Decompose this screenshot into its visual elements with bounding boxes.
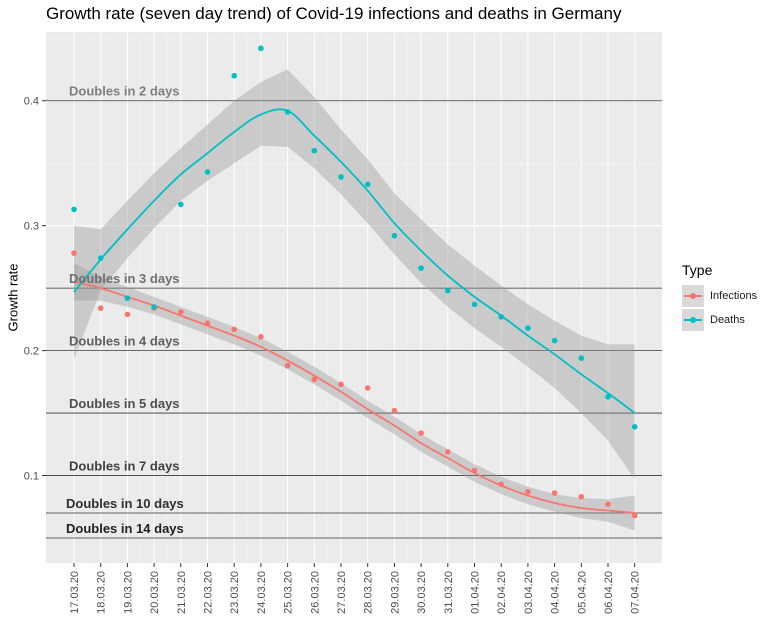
data-point-infections xyxy=(391,407,398,414)
data-point-infections xyxy=(418,430,424,436)
x-tick-label: 20.03.20 xyxy=(149,571,161,614)
data-point-deaths xyxy=(471,301,478,308)
y-tick-label: 0.4 xyxy=(24,96,39,108)
legend: Type Infections Deaths xyxy=(682,262,757,332)
data-point-deaths xyxy=(578,355,585,361)
x-tick-label: 31.03.20 xyxy=(443,571,455,614)
x-tick-label: 03.04.20 xyxy=(523,571,535,614)
x-tick-label: 26.03.20 xyxy=(309,571,321,614)
confidence-band-infections xyxy=(74,263,635,531)
x-tick-label: 28.03.20 xyxy=(363,571,375,614)
data-point-deaths xyxy=(178,201,184,208)
data-point-deaths xyxy=(284,109,291,115)
y-tick-label: 0.1 xyxy=(24,471,39,483)
x-tick-label: 30.03.20 xyxy=(416,571,428,614)
data-point-deaths xyxy=(258,45,264,52)
legend-dot-infections xyxy=(690,293,696,299)
x-tick-label: 06.04.20 xyxy=(603,571,615,614)
data-point-infections xyxy=(204,320,211,326)
trend-line-infections xyxy=(73,281,635,514)
legend-item-infections: Infections xyxy=(682,284,757,308)
data-point-deaths xyxy=(364,181,371,188)
data-point-deaths xyxy=(391,232,398,239)
data-point-infections xyxy=(311,376,318,383)
data-point-deaths xyxy=(151,304,157,310)
reference-line-label: Doubles in 3 days xyxy=(69,271,180,286)
x-tick-label: 05.04.20 xyxy=(576,571,588,614)
data-point-deaths xyxy=(204,169,211,175)
x-tick-label: 02.04.20 xyxy=(496,571,508,614)
x-tick-label: 07.04.20 xyxy=(630,571,642,614)
data-point-infections xyxy=(551,490,558,496)
data-point-infections xyxy=(97,305,104,311)
data-point-deaths xyxy=(605,394,611,400)
confidence-band-deaths xyxy=(74,69,635,480)
data-point-infections xyxy=(71,250,77,256)
data-point-infections xyxy=(471,467,478,474)
data-point-infections xyxy=(231,326,237,333)
data-point-infections xyxy=(178,309,184,315)
legend-label-infections: Infections xyxy=(710,290,758,302)
data-point-infections xyxy=(258,334,264,340)
reference-line-label: Doubles in 4 days xyxy=(69,334,180,349)
data-point-infections xyxy=(338,381,344,388)
y-tick-label: 0.2 xyxy=(24,346,39,358)
data-point-deaths xyxy=(445,287,451,294)
x-tick-label: 04.04.20 xyxy=(550,571,562,614)
reference-line-label: Doubles in 2 days xyxy=(69,84,180,99)
data-point-infections xyxy=(284,362,291,369)
data-point-deaths xyxy=(525,325,531,331)
panel-background xyxy=(46,32,662,563)
legend-title: Type xyxy=(682,262,713,278)
data-point-infections xyxy=(445,449,451,455)
legend-item-deaths: Deaths xyxy=(682,308,757,332)
reference-line-label: Doubles in 7 days xyxy=(69,459,180,474)
data-point-deaths xyxy=(418,265,424,271)
data-point-deaths xyxy=(338,174,344,180)
data-point-infections xyxy=(124,311,131,318)
reference-line-label: Doubles in 10 days xyxy=(66,496,184,511)
data-point-deaths xyxy=(631,424,638,430)
legend-label-deaths: Deaths xyxy=(710,314,745,326)
data-point-infections xyxy=(364,385,371,391)
trend-line-deaths xyxy=(73,108,636,414)
chart-title: Growth rate (seven day trend) of Covid-1… xyxy=(46,4,622,23)
x-tick-label: 27.03.20 xyxy=(336,571,348,614)
data-point-infections xyxy=(605,501,611,508)
data-point-infections xyxy=(578,493,585,500)
y-tick-label: 0.3 xyxy=(24,221,39,233)
legend-key-deaths xyxy=(682,309,704,331)
x-tick-label: 29.03.20 xyxy=(389,571,401,614)
x-tick-label: 24.03.20 xyxy=(256,571,268,614)
data-point-deaths xyxy=(124,295,131,301)
data-point-deaths xyxy=(97,255,104,261)
data-point-deaths xyxy=(498,314,505,320)
x-tick-label: 22.03.20 xyxy=(203,571,215,614)
reference-line-label: Doubles in 14 days xyxy=(66,521,184,536)
reference-line-label: Doubles in 5 days xyxy=(69,396,180,411)
legend-dot-deaths xyxy=(690,317,696,323)
data-point-deaths xyxy=(231,72,237,79)
data-point-deaths xyxy=(71,206,77,213)
x-tick-label: 21.03.20 xyxy=(176,571,188,614)
data-point-infections xyxy=(631,512,638,519)
x-tick-label: 17.03.20 xyxy=(69,571,81,614)
data-point-deaths xyxy=(551,337,558,344)
x-tick-label: 23.03.20 xyxy=(229,571,241,614)
legend-key-infections xyxy=(682,285,704,307)
data-point-infections xyxy=(498,481,505,488)
x-tick-label: 25.03.20 xyxy=(283,571,295,614)
x-tick-label: 18.03.20 xyxy=(96,571,108,614)
data-point-infections xyxy=(525,488,531,495)
x-tick-label: 01.04.20 xyxy=(470,571,482,614)
data-point-deaths xyxy=(311,147,318,154)
x-tick-label: 19.03.20 xyxy=(122,571,134,614)
